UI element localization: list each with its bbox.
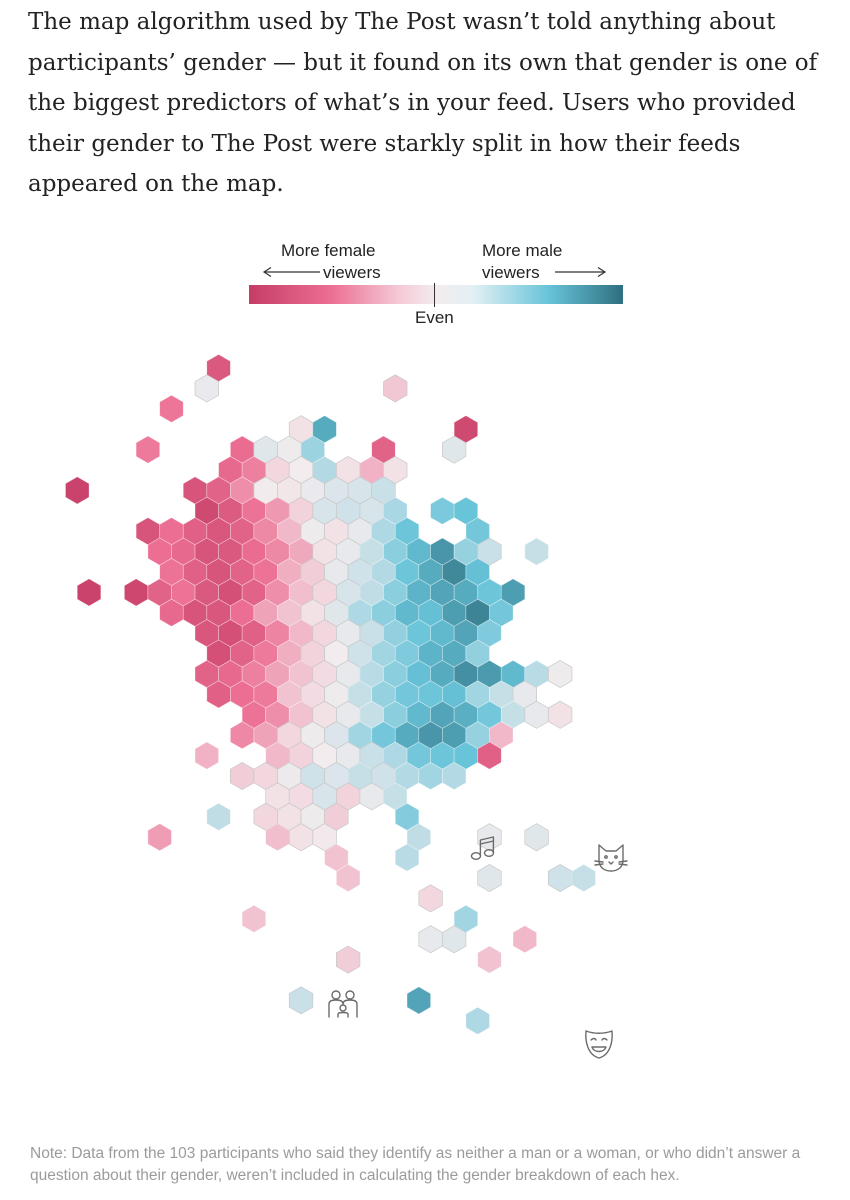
- legend-male-line1: More male: [482, 241, 563, 260]
- hex-cell: [465, 1006, 490, 1035]
- footnote: Note: Data from the 103 participants who…: [30, 1145, 801, 1184]
- hex-cell: [406, 986, 431, 1015]
- hex-cell: [76, 578, 102, 607]
- hex-cell: [477, 863, 502, 893]
- hex-cell: [336, 945, 361, 974]
- legend-female-line1: More female: [281, 241, 376, 260]
- comedy-mask-icon: [585, 1030, 613, 1059]
- cat-icon: [594, 844, 628, 872]
- hex-cell: [418, 925, 443, 954]
- legend-male-line2: viewers: [482, 263, 540, 282]
- hex-cell: [324, 843, 349, 872]
- hex-map: [65, 353, 628, 1059]
- hex-cell: [312, 415, 337, 444]
- hex-cell: [430, 496, 455, 525]
- hex-cell: [548, 700, 573, 729]
- hex-cell: [548, 863, 573, 893]
- hex-cell: [241, 904, 267, 933]
- hex-cell: [524, 537, 549, 566]
- hex-layer: [65, 353, 596, 1035]
- hex-cell: [442, 761, 467, 791]
- hex-cell: [194, 374, 219, 403]
- hex-cell: [418, 884, 443, 913]
- family-icon: [328, 990, 358, 1018]
- hex-cell: [135, 435, 161, 464]
- hex-cell: [230, 761, 255, 791]
- hex-cell: [394, 517, 420, 546]
- hex-cell: [147, 823, 172, 852]
- hex-cell: [159, 394, 184, 423]
- music-note-icon: [470, 836, 495, 860]
- hex-cell: [489, 598, 514, 627]
- legend-even-label: Even: [415, 308, 454, 327]
- left-arrow-icon: [262, 266, 320, 278]
- legend-even-tick: [434, 283, 435, 307]
- cluster-icons: [328, 836, 628, 1059]
- hex-cell: [194, 741, 219, 770]
- hex-cell: [288, 986, 314, 1015]
- legend-gradient-bar: [249, 285, 623, 304]
- hex-cell: [206, 802, 231, 831]
- hex-cell: [65, 476, 90, 505]
- hex-cell: [336, 863, 361, 893]
- hex-cell: [512, 925, 537, 954]
- intro-paragraph: The map algorithm used by The Post wasn’…: [28, 9, 818, 197]
- hex-cell: [477, 741, 502, 770]
- hex-cell: [442, 435, 467, 464]
- hex-cell: [394, 843, 420, 872]
- hex-cell: [477, 945, 502, 974]
- hex-cell: [571, 863, 596, 893]
- hex-cell: [442, 925, 467, 954]
- hex-cell: [394, 802, 420, 831]
- hex-cell: [383, 374, 408, 403]
- hex-cell: [524, 823, 549, 852]
- hex-cell: [548, 659, 573, 689]
- hex-cell: [124, 578, 149, 607]
- right-arrow-icon: [555, 266, 607, 278]
- legend-female-line2: viewers: [323, 263, 381, 282]
